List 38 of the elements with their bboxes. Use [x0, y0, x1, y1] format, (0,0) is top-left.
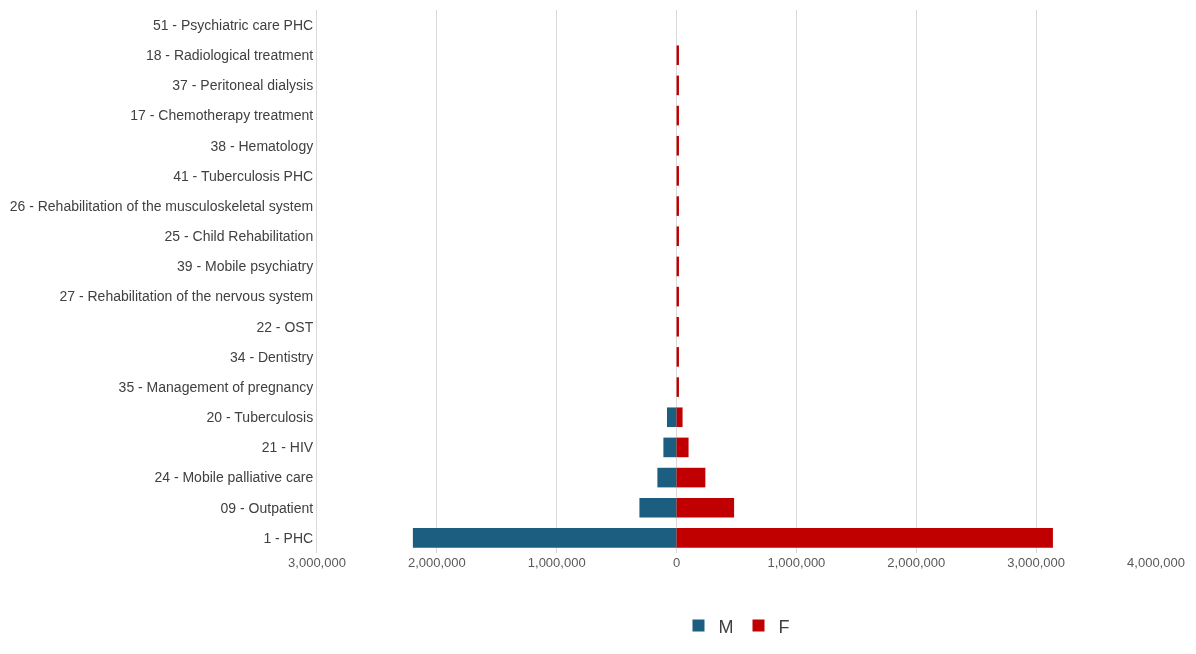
y-tick-label: 27 - Rehabilitation of the nervous system — [59, 288, 314, 305]
x-tick-label: 1,000,000 — [527, 555, 586, 570]
y-tick-label: 37 - Peritoneal dialysis — [172, 77, 314, 94]
x-tick-label: 1,000,000 — [767, 555, 826, 570]
y-tick-label: 38 - Hematology — [210, 137, 314, 154]
bar — [676, 407, 683, 428]
bar — [676, 467, 706, 488]
y-tick-label: 1 - PHC — [263, 529, 314, 546]
bar — [412, 528, 677, 548]
x-tick-label: 4,000,000 — [1127, 555, 1185, 570]
x-tick-label: 2,000,000 — [887, 555, 946, 570]
y-tick-label: 09 - Outpatient — [220, 499, 314, 516]
bar — [639, 497, 677, 518]
x-tick-label: 3,000,000 — [1007, 555, 1066, 570]
y-tick-label: 20 - Tuberculosis — [206, 409, 314, 426]
bar — [663, 437, 677, 458]
bar — [676, 437, 689, 458]
y-tick-label: 17 - Chemotherapy treatment — [130, 107, 314, 124]
y-tick-label: 26 - Rehabilitation of the musculoskeletal system — [9, 197, 314, 214]
y-tick-label: 39 - Mobile psychiatry — [177, 258, 314, 275]
y-tick-label: 22 - OST — [256, 318, 314, 335]
y-tick-label: 24 - Mobile palliative care — [154, 469, 314, 486]
y-tick-label: 18 - Radiological treatment — [145, 47, 314, 64]
x-tick-label: 0 — [672, 555, 681, 570]
bar — [657, 467, 677, 488]
y-tick-label: 34 - Dentistry — [229, 348, 314, 365]
y-tick-label: 25 - Child Rehabilitation — [164, 228, 314, 245]
x-tick-label: 3,000,000 — [288, 555, 346, 570]
bar — [666, 407, 677, 428]
legend-label: F — [778, 616, 790, 637]
y-tick-label: 51 - Psychiatric care PHC — [152, 16, 314, 33]
bar — [676, 528, 1053, 548]
y-tick-label: 21 - HIV — [261, 439, 314, 456]
y-tick-label: 35 - Management of pregnancy — [118, 378, 314, 395]
x-tick-label: 2,000,000 — [407, 555, 466, 570]
legend-label: M — [718, 616, 734, 637]
y-tick-label: 41 - Tuberculosis PHC — [173, 167, 314, 184]
bar — [676, 497, 735, 518]
